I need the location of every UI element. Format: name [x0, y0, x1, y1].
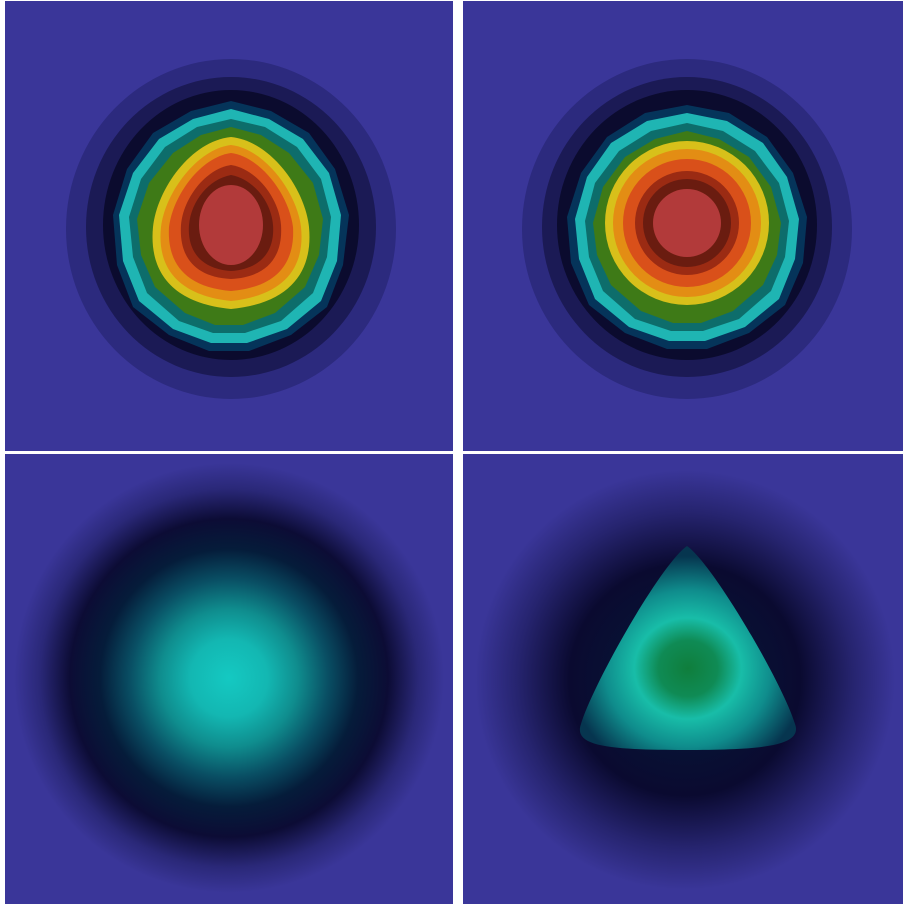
heatmap-bottom-left [5, 454, 453, 904]
heatmap-bottom-right [463, 454, 903, 904]
peak-region [653, 189, 721, 257]
heatmap-top-right [463, 1, 903, 451]
panel-top-left [5, 1, 453, 451]
diffuse-blob [14, 463, 444, 893]
peak-region [199, 185, 263, 265]
panel-top-right [463, 1, 903, 451]
triangular-blob [579, 546, 797, 750]
panel-bottom-right [463, 454, 903, 904]
panel-bottom-left [5, 454, 453, 904]
heatmap-top-left [5, 1, 453, 451]
